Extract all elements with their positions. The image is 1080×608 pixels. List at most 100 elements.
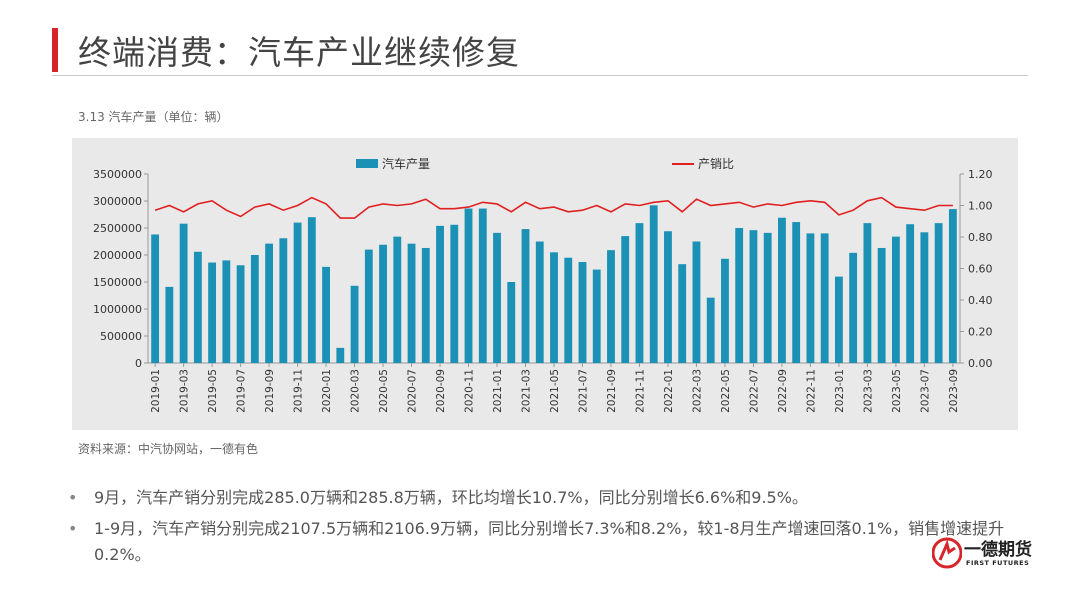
bar <box>336 347 345 363</box>
bar <box>407 243 416 363</box>
bar <box>635 223 644 363</box>
left-axis-tick-label: 0 <box>135 357 142 370</box>
bar <box>649 205 658 363</box>
legend-label-bar: 汽车产量 <box>382 156 430 171</box>
bar <box>948 209 957 363</box>
x-axis-tick-label: 2021-03 <box>521 369 533 413</box>
bar <box>721 258 729 363</box>
x-axis-tick-label: 2022-05 <box>720 369 732 413</box>
bar <box>621 236 630 363</box>
x-axis-tick-label: 2019-07 <box>236 369 248 413</box>
bullet-list: • 9月，汽车产销分别完成285.0万辆和285.8万辆，环比均增长10.7%，… <box>68 485 1018 573</box>
bar <box>863 223 872 363</box>
bar-series <box>151 205 957 363</box>
x-axis-tick-label: 2020-07 <box>407 369 419 413</box>
left-axis-tick-label: 3000000 <box>93 195 142 208</box>
x-axis-tick-label: 2019-03 <box>179 369 191 413</box>
x-axis-tick-label: 2020-03 <box>350 369 362 413</box>
x-axis-tick-label: 2021-01 <box>492 369 504 413</box>
x-axis-tick-label: 2023-03 <box>862 369 874 413</box>
bar <box>735 228 744 363</box>
bar <box>393 236 402 363</box>
bar <box>478 208 487 363</box>
x-axis-tick-label: 2022-07 <box>748 369 760 413</box>
chart-axes: 0 500000 1000000 1500000 2000000 2500000 30000… <box>93 168 993 413</box>
bar <box>906 224 915 363</box>
bar <box>151 234 160 363</box>
x-axis-tick-label: 2023-07 <box>919 369 931 413</box>
right-axis-tick-label: 0.60 <box>968 263 993 276</box>
x-axis-tick-label: 2021-05 <box>549 369 561 413</box>
bar <box>322 266 330 363</box>
x-axis-tick-label: 2019-01 <box>150 369 162 413</box>
right-axis-tick-label: 0.20 <box>968 326 993 339</box>
bar <box>891 236 900 363</box>
bar <box>208 262 217 363</box>
chart-caption: 3.13 汽车产量（单位：辆） <box>78 110 229 124</box>
title-accent-bar <box>52 28 58 72</box>
bar <box>493 232 501 363</box>
right-axis-tick-label: 0.00 <box>968 357 993 370</box>
bar <box>364 249 373 363</box>
x-axis-tick-label: 2022-09 <box>777 369 789 413</box>
bar <box>806 233 815 363</box>
bar <box>849 252 858 363</box>
x-axis-tick-label: 2022-11 <box>805 369 817 413</box>
right-axis-tick-label: 0.80 <box>968 231 993 244</box>
left-axis-tick-label: 2500000 <box>93 222 142 235</box>
chart-legend: 汽车产量 产销比 <box>356 156 734 171</box>
left-axis-tick-label: 1500000 <box>93 276 142 289</box>
title-divider <box>52 75 1028 76</box>
bar <box>464 208 473 363</box>
legend-label-line: 产销比 <box>698 157 734 171</box>
bar <box>778 217 786 363</box>
line-series <box>154 196 953 219</box>
bar <box>293 222 302 363</box>
bar <box>664 231 672 363</box>
bar <box>265 243 274 363</box>
bar <box>678 264 687 363</box>
x-axis-tick-label: 2023-09 <box>948 369 960 413</box>
bar <box>350 285 359 363</box>
bar <box>934 223 943 363</box>
bar <box>236 265 245 363</box>
chart-source: 资料来源：中汽协网站，一德有色 <box>78 442 259 456</box>
chart-panel: 汽车产量 产销比 0 500000 1000000 1500000 2000000 250… <box>72 138 1018 430</box>
bar <box>763 232 772 363</box>
bar <box>179 223 188 363</box>
bar <box>820 233 829 363</box>
bullet-text: 9月，汽车产销分别完成285.0万辆和285.8万辆，环比均增长10.7%，同比… <box>94 488 808 507</box>
bar <box>834 276 843 363</box>
bar <box>193 251 202 363</box>
bar <box>222 260 231 363</box>
left-axis-tick-label: 3500000 <box>93 168 142 181</box>
bar <box>692 241 701 363</box>
logo-mark-icon <box>932 537 962 569</box>
bar <box>706 297 715 363</box>
bullet-item: • 9月，汽车产销分别完成285.0万辆和285.8万辆，环比均增长10.7%，… <box>68 485 1018 511</box>
x-axis-tick-label: 2019-09 <box>264 369 276 413</box>
x-axis-tick-label: 2021-11 <box>634 369 646 413</box>
bar <box>607 250 615 363</box>
bar <box>920 232 929 363</box>
company-logo: 一德期货 FIRST FUTURES <box>930 533 1040 573</box>
bar <box>379 244 387 363</box>
bar <box>307 217 316 363</box>
left-axis-tick-label: 1000000 <box>93 303 142 316</box>
bar <box>165 286 174 363</box>
bullet-dot: • <box>68 488 78 507</box>
x-axis-tick-label: 2021-09 <box>606 369 618 413</box>
x-axis-tick-label: 2022-03 <box>691 369 703 413</box>
x-axis-tick-label: 2020-09 <box>435 369 447 413</box>
bar <box>564 257 573 363</box>
bar <box>792 222 801 363</box>
bullet-text: 1-9月，汽车产销分别完成2107.5万辆和2106.9万辆，同比分别增长7.3… <box>94 519 1005 564</box>
bar <box>521 229 530 363</box>
left-axis-tick-label: 500000 <box>100 330 142 343</box>
logo-text-cn: 一德期货 <box>964 540 1032 560</box>
x-axis-tick-label: 2020-01 <box>321 369 333 413</box>
x-axis-tick-label: 2020-05 <box>378 369 390 413</box>
x-axis-tick-label: 2021-07 <box>577 369 589 413</box>
bar <box>279 238 288 363</box>
bar <box>592 269 601 363</box>
